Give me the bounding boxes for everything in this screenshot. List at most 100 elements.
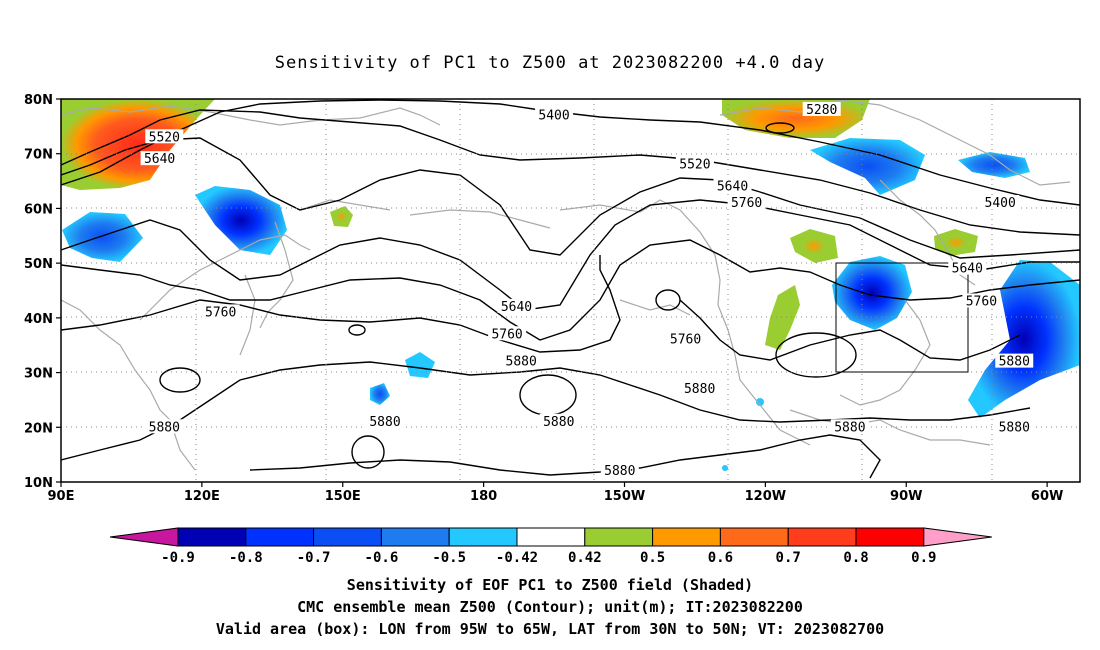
contour-label-bg [981,194,1020,209]
colorbar-swatch [448,527,518,547]
shade-blue-pacific-small-2 [370,383,390,405]
contour-label: 5280 [806,103,837,118]
contour-label-bg [666,331,705,346]
contour-label-bg [680,380,719,395]
contour-label-bg [145,419,184,434]
lat-tick-label: 60N [24,202,53,217]
shade-blue-atlantic [968,260,1080,418]
colorbar-swatch [855,527,925,547]
colorbar-level-label: -0.9 [161,550,195,566]
lon-tick-label: 90W [890,489,922,504]
shade-orange-north [722,99,870,138]
colorbar-level-label: -0.6 [365,550,399,566]
lat-tick-label: 10N [24,476,53,491]
lat-tick-label: 40N [24,312,53,327]
contour-label: 5760 [731,196,762,211]
shade-blue-arctic [810,138,925,195]
colorbar-swatch [380,527,450,547]
colorbar-swatch [516,527,586,547]
contour-label-bg [995,353,1034,368]
contour-label-bg [497,298,536,313]
colorbar: -0.9 -0.8 -0.7 -0.6 -0.5 -0.42 0.42 0.5 0.6 0.7 0.… [109,527,992,566]
contour-label: 5760 [205,305,236,320]
contour-label-bg [535,107,574,122]
caption-line-1: Sensitivity of EOF PC1 to Z500 field (Sh… [347,576,753,594]
contour-label: 5880 [999,420,1030,435]
valid-area-box [835,262,969,373]
colorbar-level-label: 0.8 [843,550,868,566]
lon-tick-label: 120W [745,489,786,504]
contour-label: 5880 [506,355,537,370]
colorbar-level-label: -0.42 [496,550,538,566]
colorbar-swatch [719,527,789,547]
colorbar-swatch [787,527,857,547]
contour-label: 5760 [491,327,522,342]
contour-label: 5880 [543,415,574,430]
contour-label-bg [675,156,714,171]
shade-green-plains [765,285,800,350]
colorbar-level-label: 0.5 [640,550,665,566]
lon-tick-label: 180 [470,489,497,504]
contour-label-bg [488,326,527,341]
map-frame [60,98,1081,483]
shade-green-canada-east [934,229,978,256]
colorbar-level-label: -0.7 [297,550,331,566]
lon-tick-label: 150W [604,489,645,504]
contour-label-bg [201,304,240,319]
contour-label-bg [600,463,639,478]
colorbar-swatch [313,527,382,547]
lat-tick-label: 50N [24,257,53,272]
shade-blue-pacific-small [405,352,435,378]
contour-label-bg [713,178,752,193]
shade-blue-west [62,212,143,262]
contour-label: 5520 [679,158,710,173]
contour-label-bg [145,129,184,144]
colorbar-swatch [245,527,315,547]
shade-blue-japan [195,186,287,255]
contour-label-bg [995,419,1034,434]
contour-label: 5880 [369,415,400,430]
contour-label-bg [140,151,179,166]
caption-line-3: Valid area (box): LON from 95W to 65W, L… [216,620,884,638]
contour-label: 5640 [501,300,532,315]
colorbar-swatch [652,527,721,547]
contour-label: 5640 [952,262,983,277]
contour-label: 5640 [717,180,748,195]
colorbar-extend-low [109,527,179,547]
shade-blue-dot-2 [722,465,728,471]
colorbar-level-label: -0.8 [229,550,263,566]
colorbar-level-label: 0.6 [708,550,733,566]
shade-green-canada-west [790,229,838,263]
contour-label: 5400 [985,196,1016,211]
colorbar-swatch [177,527,247,547]
contour-label-bg [830,419,869,434]
colorbar-extend-high [923,527,992,547]
figure-title: Sensitivity of PC1 to Z500 at 2023082200… [275,53,826,73]
shade-green-kamchatka [330,206,353,227]
contour-label: 5400 [538,108,569,123]
contour-label: 5880 [149,420,180,435]
colorbar-level-label: 0.42 [568,550,602,566]
contour-label: 5880 [999,355,1030,370]
contour-label-bg [962,293,1001,308]
contour-label: 5760 [966,294,997,309]
lat-tick-label: 20N [24,421,53,436]
contour-label-bg [948,260,987,275]
contour-label: 5880 [604,464,635,479]
colorbar-level-label: 0.9 [911,550,936,566]
contour-label: 5520 [149,130,180,145]
lon-tick-label: 60W [1031,489,1063,504]
colorbar-swatch [584,527,654,547]
contour-label-bg [366,413,405,428]
coastlines [61,99,1071,471]
sensitivity-shading [61,99,1080,471]
contour-label-bg [539,413,578,428]
lon-tick-label: 90E [48,489,75,504]
lon-tick-label: 150E [325,489,361,504]
colorbar-level-label: -0.5 [432,550,466,566]
shade-blue-greatlakes [832,256,912,330]
lat-tick-label: 30N [24,367,53,382]
axis-labels: 90E 120E 150E 180 150W 120W 90W 60W 80N 70N 60N 50N… [24,93,1063,504]
